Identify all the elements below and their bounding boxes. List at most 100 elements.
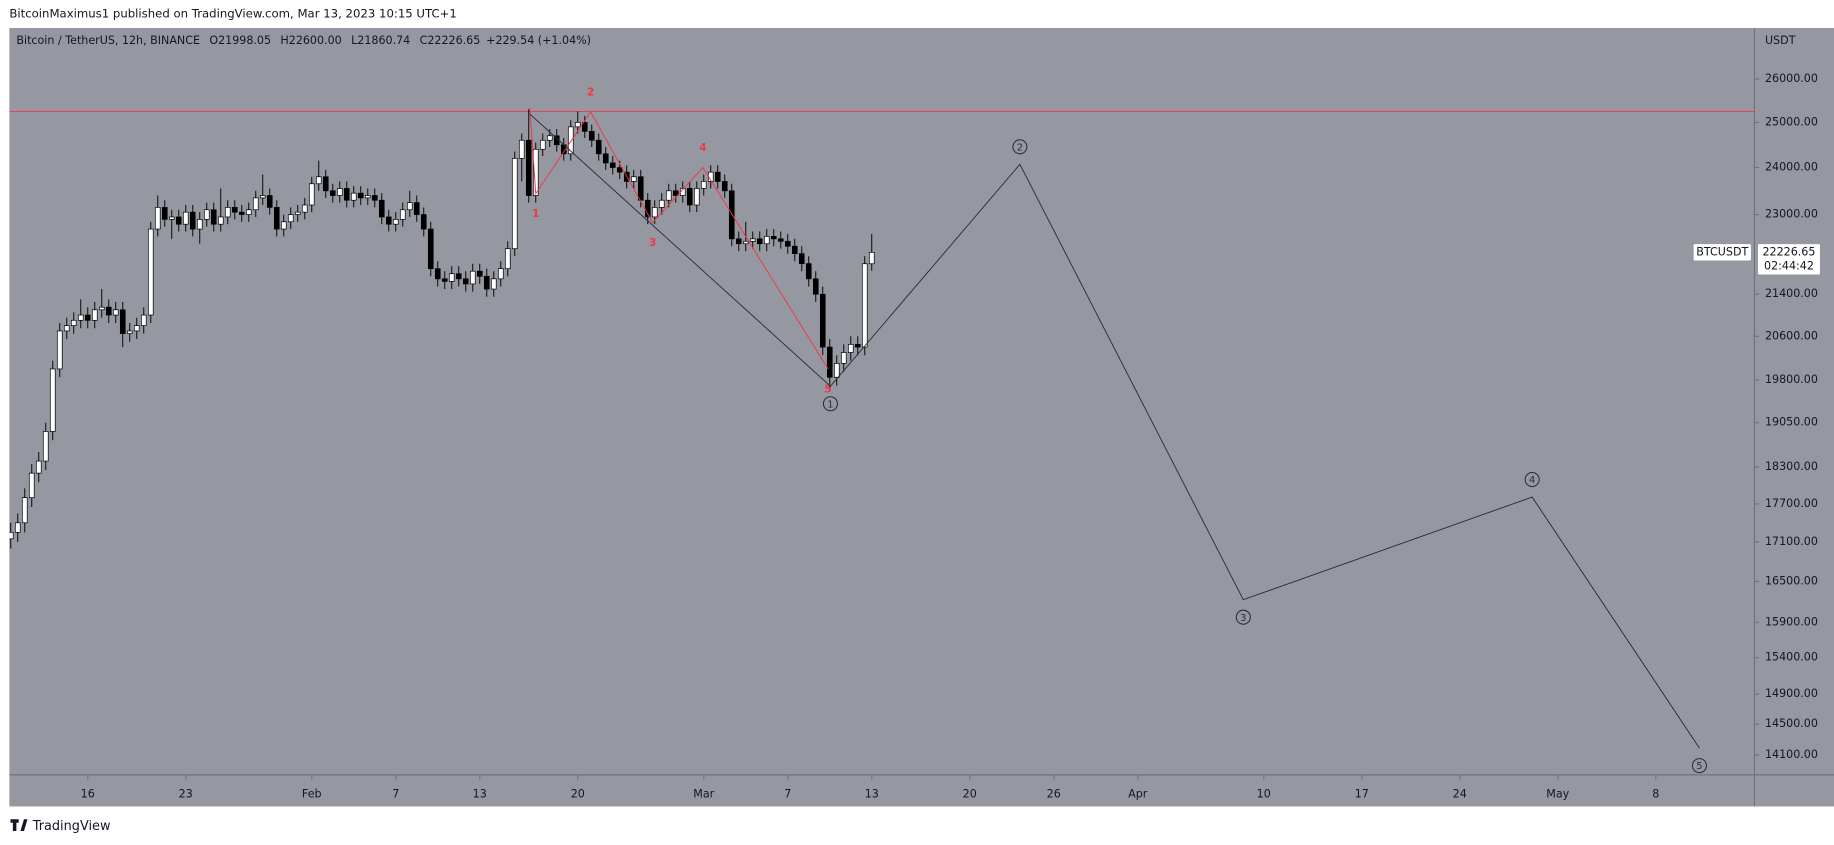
candle-body (189, 211, 196, 230)
candle-body (21, 497, 28, 524)
wave-label: 4 (1529, 475, 1535, 486)
candle-body (126, 330, 133, 334)
candle-body (602, 153, 609, 164)
candle-body (140, 314, 147, 326)
x-tick-label: 8 (1652, 788, 1659, 801)
x-tick-label: Feb (302, 788, 322, 801)
candle-body (476, 270, 483, 277)
candle-body (672, 190, 679, 196)
candle-body (714, 171, 721, 182)
legend-header: Bitcoin / TetherUS, 12h, BINANCE O21998.0… (16, 34, 591, 47)
candle-body (546, 135, 553, 141)
candle-body (315, 176, 322, 185)
x-tick-label: 20 (963, 788, 977, 801)
candle-body (490, 278, 497, 290)
candle-body (567, 126, 574, 155)
wave-label: 1 (532, 208, 539, 220)
x-tick-label: 20 (571, 788, 585, 801)
plot-area (9, 109, 1755, 549)
candle-body (357, 192, 364, 199)
x-tick-label: 7 (784, 788, 791, 801)
candle-body (119, 309, 126, 334)
countdown-tag: 02:44:42 (1764, 259, 1814, 272)
x-tick-label: 13 (473, 788, 487, 801)
currency-label: USDT (1765, 34, 1796, 47)
candle-body (812, 278, 819, 295)
x-tick-label: 13 (865, 788, 879, 801)
candle-body (721, 181, 728, 192)
candle-body (497, 268, 504, 280)
y-tick-label: 14900.00 (1765, 687, 1818, 700)
y-tick-label: 20600.00 (1765, 329, 1818, 342)
candle-body (49, 368, 56, 432)
change-value: +229.54 (+1.04%) (486, 34, 591, 47)
candle-body (833, 363, 840, 378)
candle-body (294, 211, 301, 215)
candle-body (280, 221, 287, 230)
candle-body (308, 183, 315, 206)
y-tick-label: 25000.00 (1765, 115, 1818, 128)
price-tag: 22226.65 (1762, 245, 1815, 258)
candle-body (483, 275, 490, 290)
candle-body (301, 204, 308, 213)
candle-body (9, 532, 14, 540)
candle-body (259, 195, 266, 199)
x-tick-label: 26 (1047, 788, 1061, 801)
candle-body (56, 330, 63, 370)
candle-body (287, 214, 294, 223)
candle-body (595, 139, 602, 155)
candle-body (588, 130, 595, 141)
published-line: BitcoinMaximus1 published on TradingView… (9, 7, 457, 21)
x-tick-label: 16 (81, 788, 95, 801)
candle-body (413, 202, 420, 215)
y-tick-label: 15900.00 (1765, 615, 1818, 628)
candle-body (742, 240, 749, 245)
candle-body (644, 199, 651, 218)
y-tick-label: 23000.00 (1765, 208, 1818, 221)
candle-body (861, 263, 868, 348)
candle-body (266, 195, 273, 208)
candle-body (399, 209, 406, 220)
chart-background (9, 28, 1834, 807)
candle-body (161, 207, 168, 220)
wave-label-circle (1691, 758, 1707, 774)
candle-body (406, 202, 413, 211)
candle-body (210, 209, 217, 225)
candle-body (28, 472, 35, 499)
candle-body (455, 273, 462, 280)
candle-body (252, 197, 259, 211)
x-tick-label: 24 (1453, 788, 1467, 801)
candle-body (504, 248, 511, 270)
y-tick-label: 24000.00 (1765, 161, 1818, 174)
brand-name: TradingView (32, 819, 111, 834)
y-tick-label: 19050.00 (1765, 416, 1818, 429)
candle-body (840, 352, 847, 364)
brand-logo: TradingView (10, 819, 111, 834)
candle-body (245, 209, 252, 215)
y-tick-label: 17700.00 (1765, 497, 1818, 510)
ohlc-key: O (209, 34, 218, 47)
candle-body (168, 216, 175, 220)
y-tick-label: 16500.00 (1765, 574, 1818, 587)
candle-body (630, 176, 637, 182)
wave-label: 4 (699, 142, 706, 154)
candle-body (343, 188, 350, 201)
candle-body (525, 139, 532, 196)
ohlc-key: H (280, 34, 288, 47)
candle-body (364, 195, 371, 199)
wave-label: 5 (1696, 761, 1702, 772)
candle-body (98, 306, 105, 311)
candle-body (133, 325, 140, 332)
wave-label-circle (822, 396, 839, 412)
candle-body (105, 306, 112, 316)
candle-body (371, 195, 378, 201)
candle-body (392, 219, 399, 225)
x-tick-label: 7 (392, 788, 399, 801)
ohlc-value: 22226.65 (427, 34, 480, 47)
candle-body (763, 236, 770, 245)
candle-body (798, 253, 805, 265)
candle-body (518, 139, 525, 159)
candle-body (448, 273, 455, 282)
